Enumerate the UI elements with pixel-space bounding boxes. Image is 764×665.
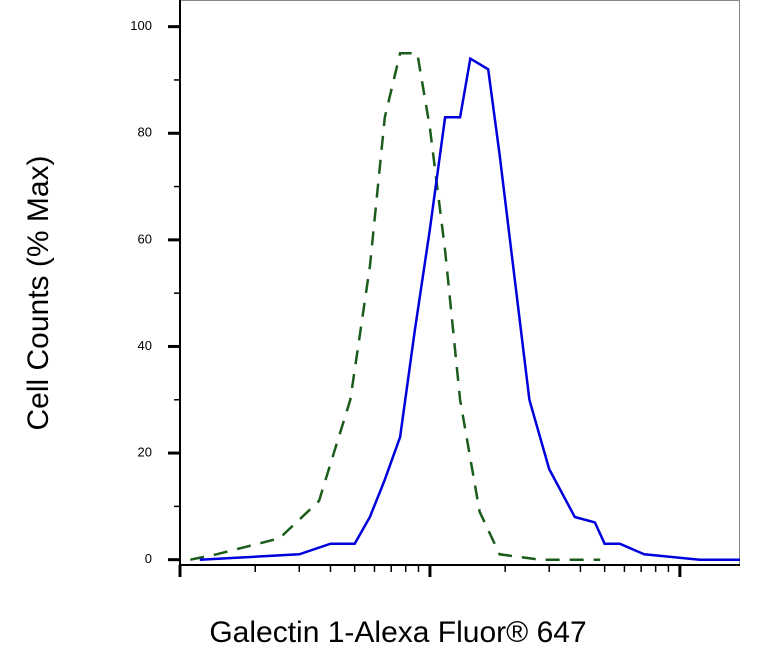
y-tick-label: 60 [138, 231, 152, 246]
y-tick-label: 80 [138, 125, 152, 140]
y-tick-label: 20 [138, 445, 152, 460]
histogram-line [199, 56, 740, 561]
plot-frame [179, 0, 740, 566]
y-axis-title: Cell Counts (% Max) [22, 155, 55, 430]
y-tick-label: 40 [138, 338, 152, 353]
x-axis-title: Galectin 1-Alexa Fluor® 647 [209, 616, 586, 649]
histogram-line [190, 52, 601, 561]
y-tick-label: 100 [130, 18, 152, 33]
y-tick-label: 0 [145, 551, 152, 566]
